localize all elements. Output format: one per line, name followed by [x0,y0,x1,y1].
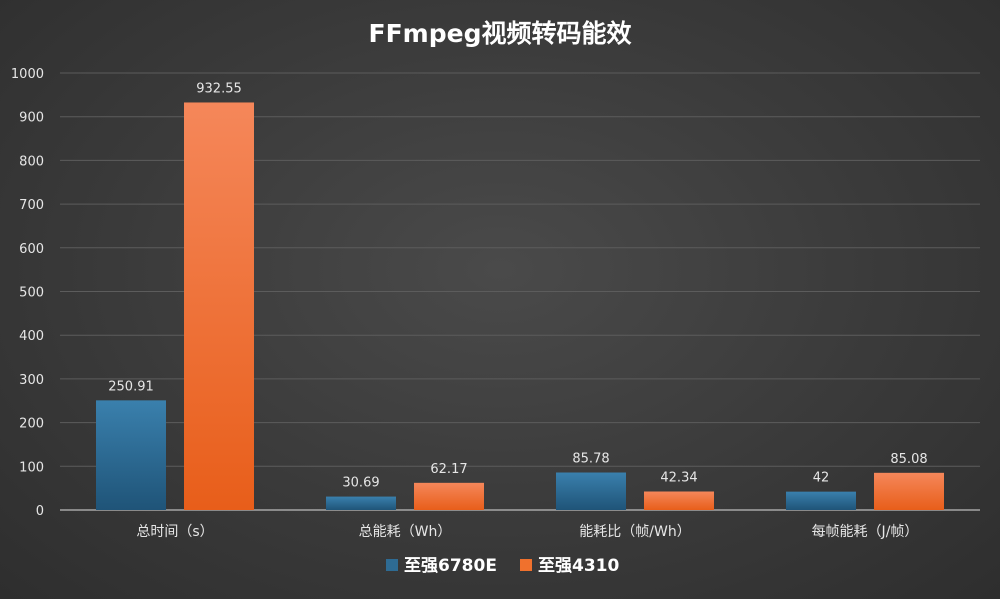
y-axis-ticks: 0 100 200 300 400 500 600 700 800 900 1000 [11,67,44,519]
data-labels: 250.91 932.55 30.69 62.17 85.78 42.34 42 85.08 [108,81,927,490]
legend-label: 至强4310 [538,556,619,576]
chart-title: FFmpeg视频转码能效 [369,19,632,48]
y-tick-label: 1000 [11,67,44,82]
legend: 至强6780E 至强4310 [386,556,619,576]
legend-label: 至强6780E [404,556,497,576]
bar-series-1 [556,472,626,510]
y-tick-label: 600 [19,242,44,257]
bar-series-1 [96,400,166,510]
bar-series-2 [414,482,484,510]
x-category-label: 每帧能耗（J/帧） [812,524,919,540]
y-tick-label: 200 [19,417,44,432]
y-tick-label: 900 [19,111,44,126]
data-label: 42.34 [660,470,697,485]
bars [96,102,944,510]
y-tick-label: 700 [19,198,44,213]
data-label: 250.91 [108,379,154,394]
data-label: 42 [813,471,830,486]
bar-series-2 [874,472,944,510]
y-tick-label: 500 [19,286,44,301]
data-label: 85.08 [890,452,927,467]
y-tick-label: 0 [36,504,44,519]
bar-series-1 [786,491,856,510]
bar-series-2 [184,102,254,510]
bar-series-2 [644,491,714,510]
y-tick-label: 100 [19,460,44,475]
x-axis-categories: 总时间（s） 总能耗（Wh） 能耗比（帧/Wh） 每帧能耗（J/帧） [136,524,918,540]
x-category-label: 总能耗（Wh） [359,524,452,540]
data-label: 62.17 [430,462,467,477]
y-tick-label: 400 [19,329,44,344]
x-category-label: 能耗比（帧/Wh） [579,524,690,540]
legend-swatch [520,559,532,571]
y-tick-label: 800 [19,154,44,169]
data-label: 85.78 [572,452,609,467]
data-label: 932.55 [196,81,242,96]
data-label: 30.69 [342,476,379,491]
x-category-label: 总时间（s） [136,524,213,540]
y-tick-label: 300 [19,373,44,388]
bar-series-1 [326,496,396,510]
legend-swatch [386,559,398,571]
